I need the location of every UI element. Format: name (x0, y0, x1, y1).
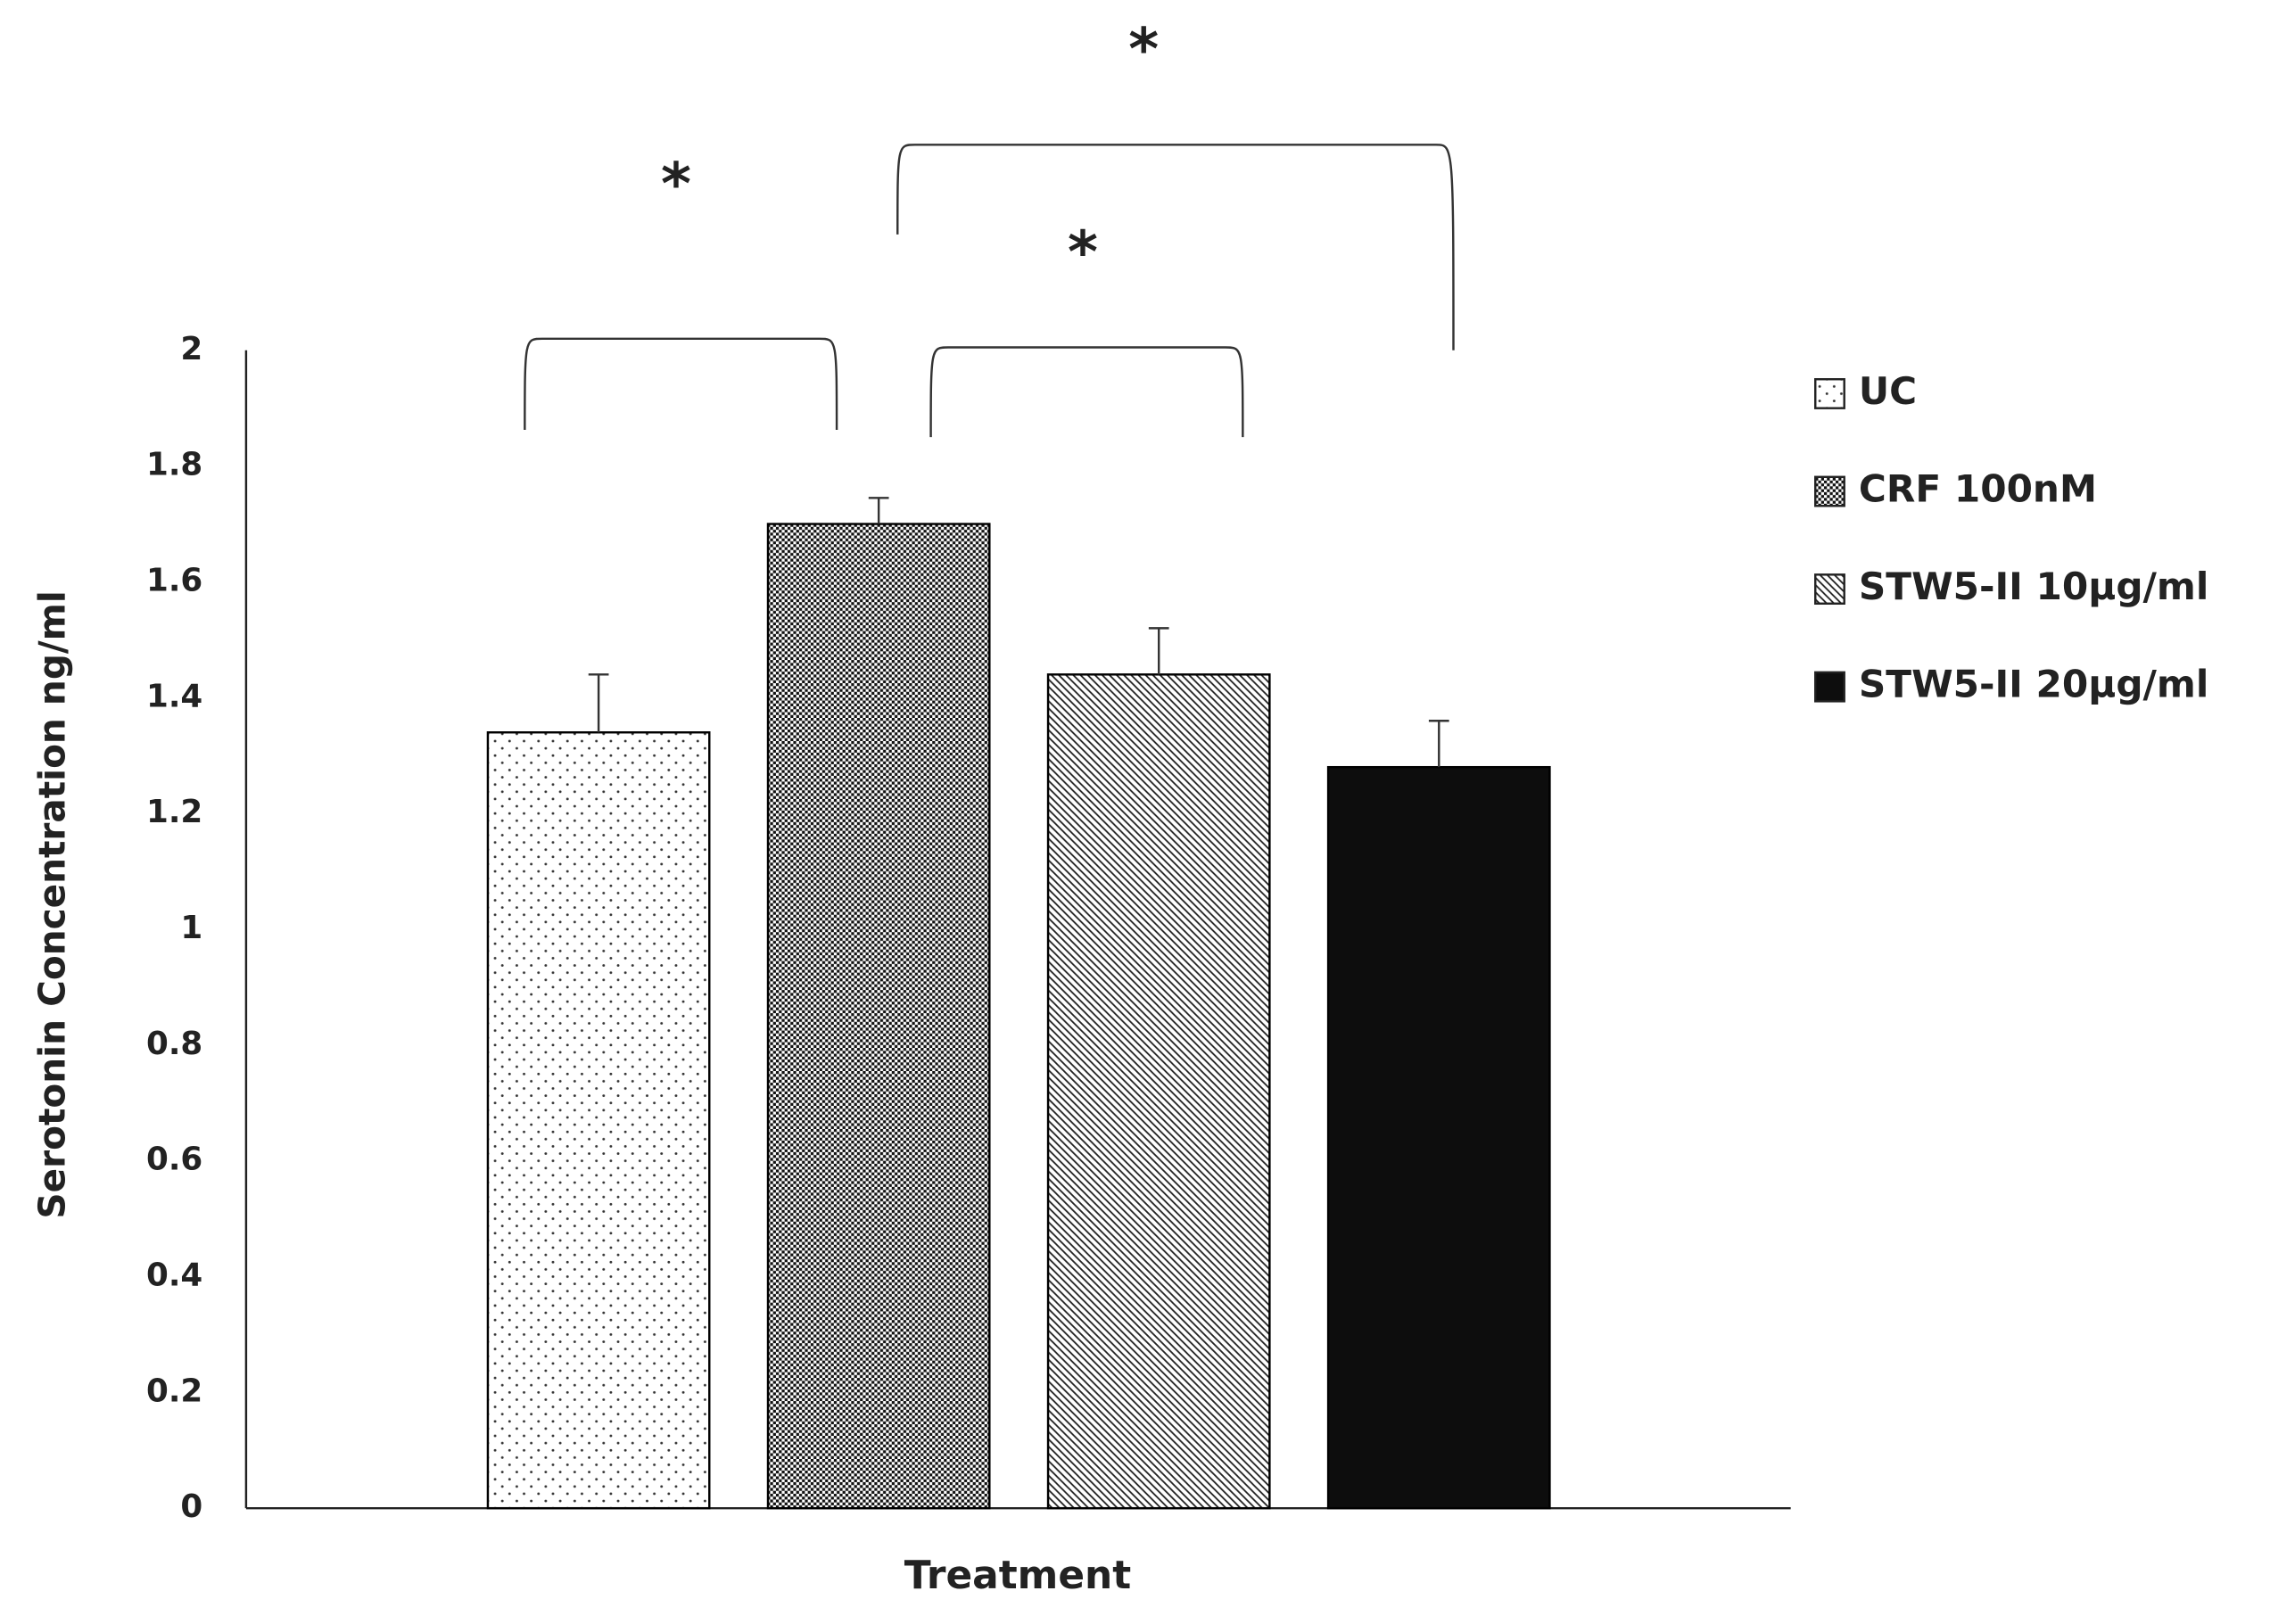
y-tick-label: 0.8 (146, 1026, 202, 1062)
y-tick-label: 1.6 (146, 562, 202, 598)
x-axis-label: Treatment (904, 1553, 1131, 1598)
significance-bracket (929, 346, 1244, 438)
legend-label: STW5-II 10µg/ml (1859, 565, 2208, 608)
plot-root: Serotonin Concentration ng/ml Treatment … (31, 17, 2209, 1598)
y-axis-label: Serotonin Concentration ng/ml (31, 590, 74, 1218)
significance-bracket (524, 337, 838, 431)
y-tick-label: 1.2 (146, 794, 202, 830)
legend-label: CRF 100nM (1859, 467, 2097, 511)
legend-label: STW5-II 20µg/ml (1859, 663, 2208, 706)
bar (766, 523, 991, 1510)
significance-label: * (1068, 219, 1098, 286)
legend-swatch (1814, 573, 1845, 606)
bar (1326, 765, 1551, 1510)
legend-swatch (1814, 475, 1845, 507)
y-tick-label: 0 (180, 1488, 202, 1525)
y-tick-label: 2 (180, 331, 202, 367)
legend-swatch (1814, 671, 1845, 703)
significance-label: * (1128, 17, 1159, 84)
y-tick-label: 0.2 (146, 1373, 202, 1409)
y-tick-label: 1 (180, 910, 202, 946)
y-tick-label: 0.6 (146, 1142, 202, 1178)
legend-label: UC (1859, 369, 1917, 413)
y-tick-label: 0.4 (146, 1257, 202, 1293)
bar (1046, 673, 1271, 1510)
y-tick-label: 1.8 (146, 447, 202, 483)
bar (486, 731, 711, 1510)
legend-swatch (1814, 378, 1845, 409)
significance-bracket (896, 144, 1455, 350)
y-tick-label: 1.4 (146, 678, 202, 714)
significance-label: * (661, 152, 691, 218)
